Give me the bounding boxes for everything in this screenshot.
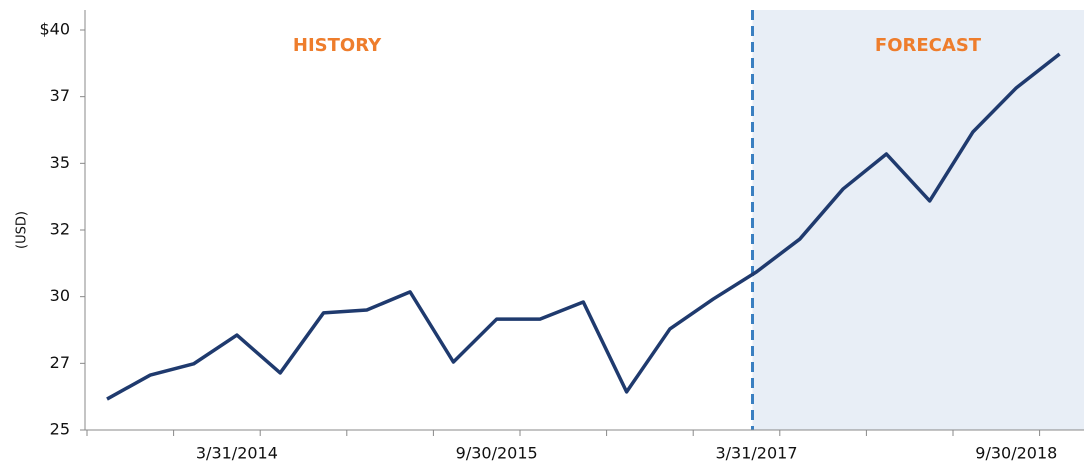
y-tick-label: 35 [50, 153, 70, 172]
x-tick-label: 3/31/2014 [196, 444, 278, 463]
x-tick-label: 9/30/2018 [975, 444, 1057, 463]
y-tick-label: 25 [50, 420, 70, 439]
y-tick-label: $40 [39, 20, 70, 39]
y-tick-label: 27 [50, 353, 70, 372]
series-line [106, 52, 1061, 401]
forecast-label: FORECAST [875, 35, 982, 56]
y-tick-label: 37 [50, 86, 70, 105]
history-label: HISTORY [293, 35, 382, 56]
y-tick-label: 32 [50, 220, 70, 239]
x-tick-label: 3/31/2017 [715, 444, 797, 463]
y-tick-label: 30 [50, 286, 70, 305]
y-axis-label: (USD) [15, 211, 30, 249]
x-tick-label: 9/30/2015 [456, 444, 538, 463]
